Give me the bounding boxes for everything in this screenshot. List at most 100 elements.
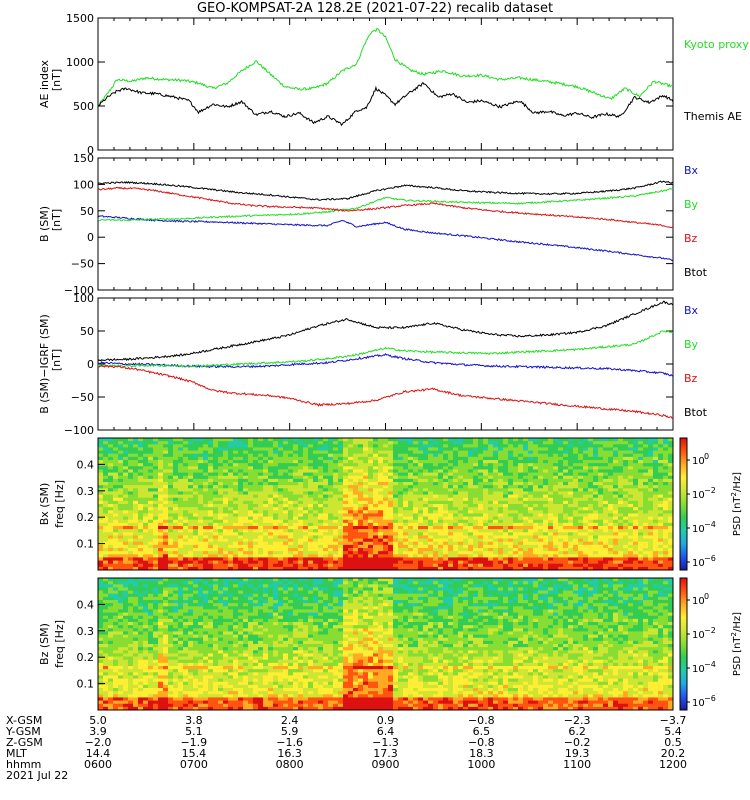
y-tick-label: 0 <box>87 231 94 244</box>
ephemeris-value: 1000 <box>467 758 495 771</box>
y-axis-unit: [nT] <box>50 349 63 371</box>
ephemeris-value: 1100 <box>563 758 591 771</box>
ephemeris-value: 17.3 <box>373 747 398 760</box>
colorbar-tick-exponent: −2 <box>704 486 716 495</box>
series-line-by <box>97 188 674 222</box>
ephemeris-value: 5.0 <box>89 714 107 727</box>
series-line-bx <box>97 353 674 377</box>
ephemeris-value: 0.9 <box>377 714 395 727</box>
panel-frame-b_minus_igrf <box>97 297 674 431</box>
colorbar-tick-label: 10 <box>692 596 705 607</box>
colorbar-tick-exponent: 0 <box>704 592 709 601</box>
ephemeris-value: −1.9 <box>180 736 207 749</box>
ephemeris-value: −2.3 <box>564 714 591 727</box>
ephemeris-value: 16.3 <box>277 747 302 760</box>
ephemeris-value: 3.9 <box>89 725 107 738</box>
colorbar-label-exponent: 2 <box>730 492 738 496</box>
ephemeris-value: −1.3 <box>372 736 399 749</box>
y-tick-label: −50 <box>71 391 94 404</box>
panel-frame-b_sm <box>97 157 674 291</box>
ephemeris-value: 0.5 <box>664 736 682 749</box>
y-axis-label: B (SM) <box>38 206 51 242</box>
y-tick-label: 0.1 <box>77 678 95 691</box>
y-axis-label: B (SM)−IGRF (SM) <box>38 314 51 414</box>
y-tick-label: −50 <box>71 258 94 271</box>
ephemeris-row-label: Y-GSM <box>5 725 41 738</box>
panel-border-bz_psd <box>97 577 674 711</box>
ephemeris-value: 5.4 <box>664 725 682 738</box>
colorbar-tick-exponent: −2 <box>704 626 716 635</box>
ephemeris-value: 2.4 <box>281 714 299 727</box>
colorbar-label: PSD [nT2/Hz] <box>730 472 743 536</box>
y-tick-label: 0 <box>87 144 94 157</box>
ephemeris-value: 0700 <box>180 758 208 771</box>
y-tick-label: −100 <box>64 284 94 297</box>
series-line-btot <box>97 300 674 362</box>
ephemeris-value: 5.9 <box>281 725 299 738</box>
ephemeris-value: −0.8 <box>468 714 495 727</box>
ephemeris-row-label: hhmm <box>6 758 41 771</box>
ephemeris-value: 0900 <box>372 758 400 771</box>
y-tick-label: 100 <box>73 178 94 191</box>
colorbar-tick-label: 10 <box>692 698 705 709</box>
colorbar-bz_psd <box>679 577 688 711</box>
ephemeris-value: 1200 <box>659 758 687 771</box>
y-tick-label: 0.4 <box>77 458 95 471</box>
ephemeris-value: −0.8 <box>468 736 495 749</box>
ephemeris-value: 18.3 <box>469 747 494 760</box>
series-line-bx <box>97 215 674 262</box>
y-tick-label: 50 <box>80 325 94 338</box>
legend-entry-bx: Bx <box>684 164 699 177</box>
y-tick-label: 500 <box>73 100 94 113</box>
legend-entry-btot: Btot <box>684 266 708 279</box>
colorbar-tick-label: 10 <box>692 630 705 641</box>
y-axis-label: Bx (SM) <box>38 483 51 526</box>
series-line-btot <box>97 180 674 201</box>
y-tick-label: 0.2 <box>77 511 95 524</box>
colorbar-tick-exponent: −6 <box>704 554 716 563</box>
colorbar-tick-label: 10 <box>692 456 705 467</box>
spectrogram-cells-bz_psd <box>98 578 674 711</box>
ephemeris-value: 20.2 <box>661 747 686 760</box>
ephemeris-value: 3.8 <box>185 714 203 727</box>
ephemeris-value: 0800 <box>276 758 304 771</box>
y-axis-label: Bz (SM) <box>38 623 51 665</box>
legend-entry-by: By <box>684 198 699 211</box>
legend-entry-by: By <box>684 338 699 351</box>
y-tick-label: −100 <box>64 424 94 437</box>
colorbar-label-exponent: 2 <box>730 632 738 636</box>
colorbar-tick-label: 10 <box>692 524 705 535</box>
y-tick-label: 0.2 <box>77 651 95 664</box>
ephemeris-value: 5.1 <box>185 725 203 738</box>
plot-title: GEO-KOMPSAT-2A 128.2E (2021-07-22) recal… <box>196 1 554 16</box>
ephemeris-row-label: MLT <box>6 747 27 760</box>
ephemeris-row-label: Z-GSM <box>6 736 43 749</box>
colorbar-tick-exponent: 0 <box>704 452 709 461</box>
y-axis-unit: freq [Hz] <box>53 620 66 668</box>
colorbar-label-tail: /Hz] <box>732 472 743 492</box>
legend-entry-kyoto-proxy-ae: Kyoto proxy AE <box>684 38 750 51</box>
y-tick-label: 50 <box>80 205 94 218</box>
y-tick-label: 0.3 <box>77 485 95 498</box>
y-tick-label: 1500 <box>66 12 94 25</box>
ephemeris-value: 6.5 <box>473 725 491 738</box>
y-axis-label: AE index <box>38 59 51 108</box>
colorbar-tick-label: 10 <box>692 558 705 569</box>
y-tick-label: 1000 <box>66 56 94 69</box>
y-tick-label: 100 <box>73 292 94 305</box>
panel-frame-ae <box>97 17 674 151</box>
y-tick-label: 150 <box>73 152 94 165</box>
y-tick-label: 0.1 <box>77 538 95 551</box>
y-axis-unit: freq [Hz] <box>53 480 66 528</box>
legend-entry-bz: Bz <box>684 372 698 385</box>
colorbar-label: PSD [nT2/Hz] <box>730 612 743 676</box>
y-tick-label: 0.4 <box>77 598 95 611</box>
legend-entry-themis-ae: Themis AE <box>683 110 742 123</box>
series-line-bz <box>97 186 674 229</box>
colorbar-tick-exponent: −4 <box>704 660 716 669</box>
colorbar-label-tail: /Hz] <box>732 612 743 632</box>
ephemeris-value: 19.3 <box>565 747 590 760</box>
legend-entry-btot: Btot <box>684 406 708 419</box>
ephemeris-value: 6.2 <box>568 725 586 738</box>
colorbar-tick-exponent: −4 <box>704 520 716 529</box>
